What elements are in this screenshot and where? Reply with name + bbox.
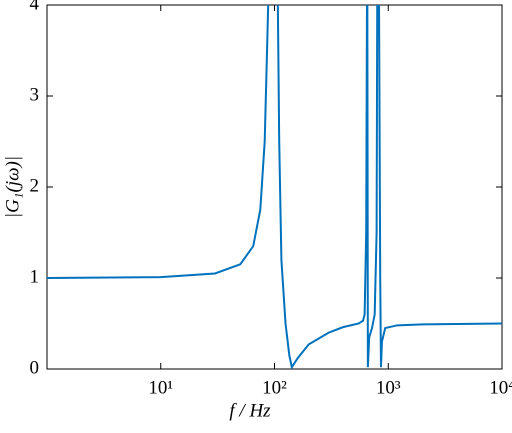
x-tick-label: 10⁴: [489, 377, 512, 398]
plot-frame: [46, 4, 503, 370]
y-tick-label: 4: [30, 0, 40, 14]
data-line: [47, 5, 502, 369]
y-axis-label: |G₁(jω)|: [2, 156, 23, 218]
x-tick-label: 10³: [376, 377, 401, 398]
y-tick-label: 2: [30, 175, 40, 196]
y-tick-label: 0: [30, 357, 40, 378]
x-tick-label: 10¹: [148, 377, 173, 398]
x-tick-label: 10²: [262, 377, 287, 398]
y-tick-label: 1: [30, 266, 40, 287]
y-tick-label: 3: [30, 84, 40, 105]
x-axis-label: f / Hz: [229, 400, 271, 421]
